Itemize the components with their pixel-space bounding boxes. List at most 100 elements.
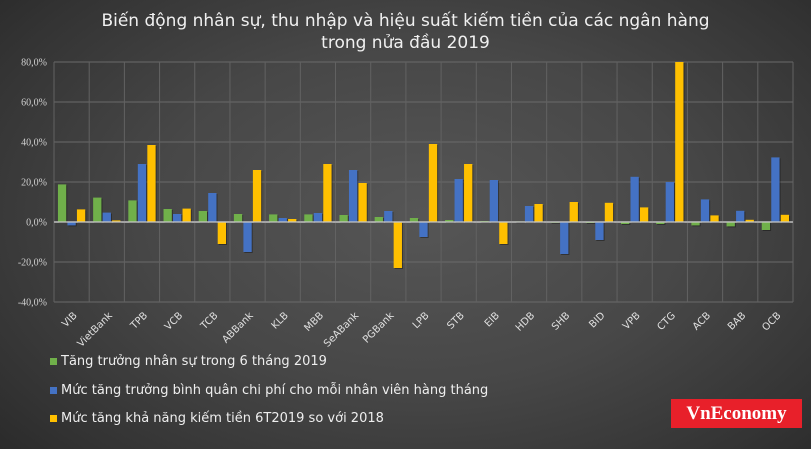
- y-tick-label: -20,0%: [18, 258, 47, 269]
- chart-title-line-2: trong nửa đầu 2019: [321, 33, 490, 53]
- bar: [374, 217, 383, 222]
- category-group-vietbank: [93, 197, 122, 223]
- category-group-pgbank: [374, 211, 403, 269]
- x-tick-label: KLB: [270, 310, 291, 331]
- x-tick-label: EIB: [483, 310, 502, 329]
- chart-title-line-1: Biến động nhân sự, thu nhập và hiệu suất…: [101, 11, 710, 31]
- y-tick-label: 60,0%: [21, 98, 47, 109]
- category-group-mbb: [304, 164, 333, 223]
- logo-text: VnEconomy: [686, 402, 787, 424]
- bar: [208, 193, 217, 222]
- bar: [569, 202, 578, 222]
- bar: [358, 183, 367, 222]
- bar: [147, 145, 156, 222]
- bar: [393, 222, 402, 268]
- x-tick-label: VPB: [621, 310, 643, 332]
- y-tick-label: 0,0%: [26, 218, 47, 229]
- x-tick-label: CTG: [655, 310, 678, 333]
- chart-title: Biến động nhân sự, thu nhập và hiệu suất…: [0, 10, 811, 54]
- bar: [409, 218, 419, 222]
- bar: [745, 219, 754, 222]
- category-group-acb: [691, 199, 720, 227]
- bar: [339, 215, 348, 222]
- bar: [691, 222, 700, 226]
- category-group-ocb: [761, 157, 791, 231]
- x-tick-label: TPB: [128, 310, 150, 332]
- x-tick-label: BID: [587, 310, 607, 330]
- bar: [620, 222, 630, 224]
- bar: [736, 210, 745, 222]
- bar: [269, 214, 278, 222]
- bar: [288, 219, 297, 222]
- bar: [76, 209, 86, 222]
- category-group-shb: [550, 202, 579, 255]
- bar: [323, 164, 332, 222]
- category-group-bab: [726, 210, 755, 228]
- x-tick-label: VCB: [163, 310, 186, 333]
- legend-item-earning-capacity: Mức tăng khả năng kiếm tiền 6T2019 so vớ…: [50, 411, 384, 426]
- x-tick-label: SeABank: [322, 310, 361, 349]
- bar: [534, 204, 543, 222]
- bar: [639, 207, 649, 222]
- category-group-seabank: [339, 170, 368, 223]
- legend-label: Mức tăng khả năng kiếm tiền 6T2019 so vớ…: [61, 411, 384, 426]
- bar: [761, 222, 771, 230]
- bar: [428, 144, 438, 222]
- bar: [665, 182, 674, 222]
- legend-label: Tăng trưởng nhân sự trong 6 tháng 2019: [61, 354, 327, 369]
- x-tick-label: MBB: [302, 310, 326, 334]
- bar: [454, 179, 463, 222]
- bar: [173, 214, 182, 222]
- legend-item-cost-per-employee: Mức tăng trưởng bình quân chi phí cho mỗ…: [50, 383, 488, 398]
- vneconomy-logo: VnEconomy: [671, 399, 802, 428]
- bar: [595, 222, 604, 240]
- bar: [384, 211, 393, 222]
- bar: [217, 222, 227, 244]
- category-group-ctg: [656, 62, 685, 225]
- x-tick-label: VietBank: [76, 310, 115, 349]
- bar: [700, 199, 710, 222]
- bar: [198, 211, 208, 222]
- bar: [780, 214, 790, 222]
- bar: [630, 176, 639, 222]
- category-group-tpb: [128, 145, 157, 223]
- y-tick-label: 80,0%: [21, 58, 47, 69]
- bar: [243, 222, 252, 252]
- category-group-tcb: [198, 193, 228, 245]
- x-tick-label: STB: [445, 310, 467, 332]
- bar: [278, 218, 287, 222]
- category-group-stb: [445, 164, 474, 223]
- x-tick-label: ACB: [691, 310, 713, 332]
- bar: [464, 164, 473, 222]
- x-tick-label: HDB: [514, 310, 537, 333]
- x-tick-label: TCB: [198, 310, 220, 332]
- bar: [604, 202, 614, 222]
- category-group-abbank: [233, 170, 263, 253]
- bar: [233, 214, 243, 222]
- bar: [771, 157, 780, 222]
- bar: [67, 222, 76, 226]
- bar: [252, 170, 262, 222]
- bar: [128, 200, 137, 222]
- x-tick-label: PGBank: [361, 310, 396, 345]
- x-tick-label: ABBank: [220, 310, 255, 345]
- y-tick-label: 20,0%: [21, 178, 47, 189]
- bar: [560, 222, 569, 254]
- x-tick-label: BAB: [726, 310, 748, 332]
- category-group-vpb: [620, 176, 650, 225]
- x-tick-label: SHB: [550, 310, 573, 333]
- x-tick-label: OCB: [760, 310, 783, 333]
- bar: [710, 215, 719, 222]
- bar: [102, 212, 111, 222]
- legend-label: Mức tăng trưởng bình quân chi phí cho mỗ…: [61, 383, 489, 398]
- bar: [445, 220, 454, 222]
- bar: [499, 222, 508, 244]
- bar: [419, 222, 428, 237]
- category-group-vib: [57, 184, 87, 227]
- x-tick-label: LPB: [411, 310, 432, 331]
- bar: [112, 220, 121, 222]
- bar: [656, 222, 665, 224]
- legend-item-staff-growth: Tăng trưởng nhân sự trong 6 tháng 2019: [50, 354, 327, 369]
- y-tick-label: -40,0%: [18, 298, 47, 309]
- legend-swatch-yellow: [50, 415, 57, 422]
